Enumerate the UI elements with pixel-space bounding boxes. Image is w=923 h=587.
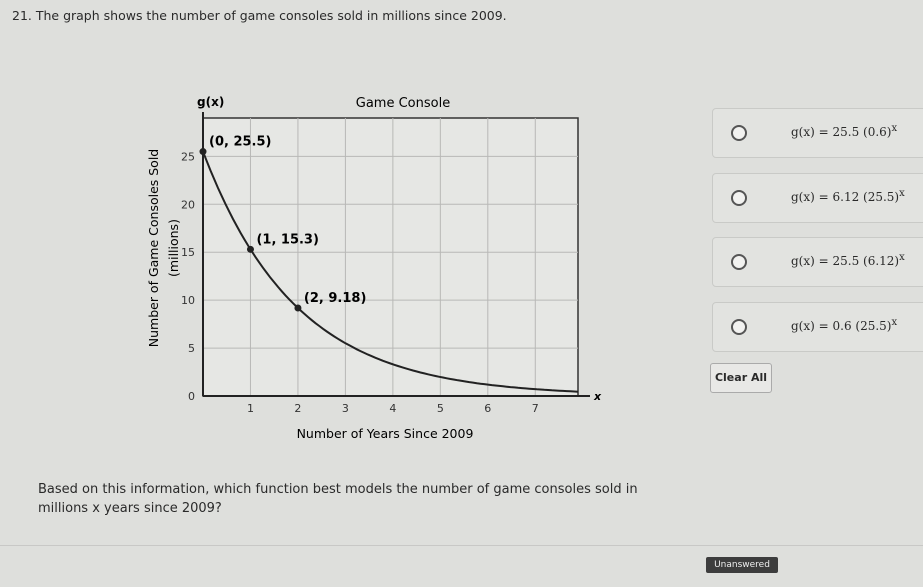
choice-equation: g(x) = 25.5 (6.12)x — [791, 252, 905, 268]
data-point — [246, 245, 254, 253]
divider — [0, 545, 923, 546]
x-axis-name: x — [593, 390, 602, 403]
y-axis-name: g(x) — [197, 95, 224, 109]
radio-button[interactable] — [731, 190, 747, 206]
point-label: (1, 15.3) — [256, 232, 318, 247]
plot-area — [202, 117, 579, 397]
point-label: (2, 9.18) — [304, 291, 366, 306]
curve-line — [202, 151, 579, 393]
y-axis-label: Number of Game Consoles Sold — [146, 149, 161, 348]
y-tick-label: 10 — [181, 294, 195, 307]
x-tick-label: 2 — [294, 402, 301, 415]
choice-3[interactable]: g(x) = 25.5 (6.12)x — [712, 237, 923, 287]
radio-button[interactable] — [731, 319, 747, 335]
choice-2[interactable]: g(x) = 6.12 (25.5)x — [712, 173, 923, 223]
choice-1[interactable]: g(x) = 25.5 (0.6)x — [712, 108, 923, 158]
y-tick-label: 0 — [188, 390, 195, 403]
data-point — [199, 148, 207, 156]
x-tick-label: 4 — [389, 402, 396, 415]
x-tick-label: 7 — [532, 402, 539, 415]
status-badge: Unanswered — [706, 557, 778, 573]
x-tick-label: 1 — [247, 402, 254, 415]
radio-button[interactable] — [731, 125, 747, 141]
clear-all-button[interactable]: Clear All — [710, 363, 772, 393]
x-axis-label: Number of Years Since 2009 — [297, 426, 474, 441]
y-axis-label-units: (millions) — [166, 219, 181, 277]
choice-4[interactable]: g(x) = 0.6 (25.5)x — [712, 302, 923, 352]
chart-title: Game Console — [356, 96, 450, 111]
question-prompt: Based on this information, which functio… — [38, 482, 638, 516]
choice-equation: g(x) = 25.5 (0.6)x — [791, 123, 898, 139]
data-point — [294, 304, 302, 312]
y-tick-label: 25 — [181, 150, 195, 163]
x-tick-label: 5 — [437, 402, 444, 415]
radio-button[interactable] — [731, 254, 747, 270]
x-tick-label: 3 — [342, 402, 349, 415]
point-label: (0, 25.5) — [209, 135, 271, 150]
y-tick-label: 5 — [188, 342, 195, 355]
choice-equation: g(x) = 0.6 (25.5)x — [791, 317, 898, 333]
y-tick-label: 15 — [181, 246, 195, 259]
y-tick-label: 20 — [181, 198, 195, 211]
x-tick-label: 6 — [484, 402, 491, 415]
choice-equation: g(x) = 6.12 (25.5)x — [791, 188, 905, 204]
question-title: 21. The graph shows the number of game c… — [12, 8, 507, 23]
